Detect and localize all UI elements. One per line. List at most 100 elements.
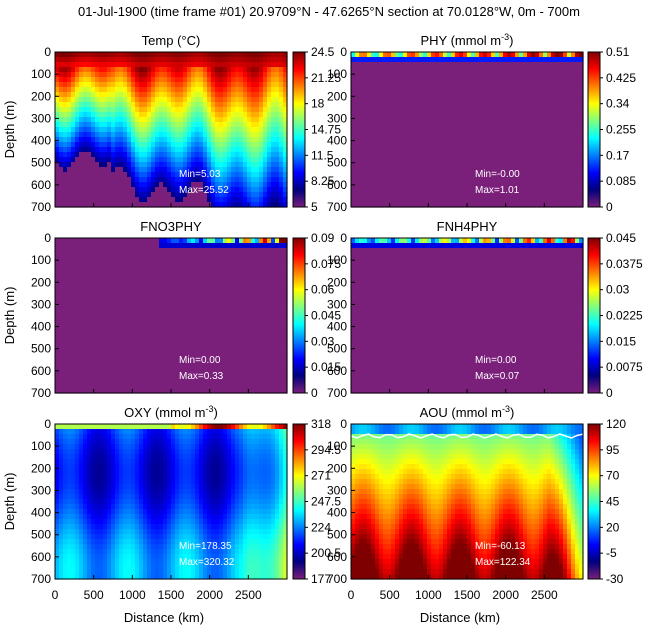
heatmap-cell	[355, 202, 360, 208]
heatmap-cell	[171, 127, 176, 133]
heatmap-cell	[91, 177, 96, 183]
heatmap-cell	[563, 177, 568, 183]
heatmap-cell	[563, 87, 568, 93]
heatmap-cell	[207, 97, 212, 103]
heatmap-cell	[79, 373, 84, 379]
heatmap-cell	[395, 192, 400, 198]
heatmap-cell	[351, 147, 356, 153]
heatmap-cell	[511, 197, 516, 203]
heatmap-cell	[99, 363, 104, 369]
heatmap-cell	[99, 167, 104, 173]
heatmap-cell	[75, 333, 80, 339]
heatmap-cell	[199, 243, 204, 249]
heatmap-cell	[123, 253, 128, 259]
heatmap-cell	[75, 253, 80, 259]
heatmap-cell	[443, 102, 448, 108]
heatmap-cell	[107, 62, 112, 68]
heatmap-cell	[235, 77, 240, 83]
heatmap-cell	[87, 182, 92, 188]
heatmap-cell	[183, 127, 188, 133]
heatmap-cell	[211, 182, 216, 188]
heatmap-cell	[275, 92, 280, 98]
heatmap-cell	[355, 172, 360, 178]
heatmap-cell	[283, 132, 288, 138]
heatmap-cell	[559, 202, 564, 208]
heatmap-cell	[223, 273, 228, 279]
heatmap-cell	[235, 102, 240, 108]
heatmap-cell	[399, 192, 404, 198]
heatmap-cell	[83, 318, 88, 324]
heatmap-cell	[167, 137, 172, 143]
heatmap-cell	[147, 117, 152, 123]
heatmap-cell	[135, 172, 140, 178]
heatmap-cell	[475, 67, 480, 73]
heatmap-cell	[139, 77, 144, 83]
heatmap-cell	[127, 87, 132, 93]
heatmap-cell	[263, 187, 268, 193]
heatmap-cell	[159, 373, 164, 379]
heatmap-cell	[163, 248, 168, 254]
heatmap-cell	[415, 67, 420, 73]
heatmap-cell	[115, 253, 120, 259]
heatmap-cell	[219, 122, 224, 128]
heatmap-cell	[451, 147, 456, 153]
heatmap-cell	[471, 87, 476, 93]
heatmap-cell	[439, 152, 444, 158]
heatmap-cell	[211, 288, 216, 294]
heatmap-cell	[155, 298, 160, 304]
heatmap-cell	[135, 238, 140, 244]
heatmap-cell	[427, 177, 432, 183]
heatmap-cell	[143, 318, 148, 324]
heatmap-cell	[435, 157, 440, 163]
heatmap-cell	[227, 142, 232, 148]
heatmap-cell	[59, 162, 64, 168]
heatmap-cell	[191, 338, 196, 344]
heatmap-cell	[155, 112, 160, 118]
heatmap-cell	[251, 67, 256, 73]
heatmap-cell	[275, 127, 280, 133]
heatmap-cell	[375, 122, 380, 128]
heatmap-cell	[67, 378, 72, 384]
heatmap-cell	[519, 87, 524, 93]
heatmap-cell	[243, 152, 248, 158]
heatmap-cell	[87, 97, 92, 103]
heatmap-cell	[403, 202, 408, 208]
heatmap-cell	[171, 167, 176, 173]
heatmap-cell	[119, 202, 124, 208]
heatmap-cell	[227, 187, 232, 193]
heatmap-cell	[411, 192, 416, 198]
heatmap-cell	[423, 62, 428, 68]
heatmap-cell	[99, 243, 104, 249]
heatmap-cell	[159, 358, 164, 364]
heatmap-cell	[63, 57, 68, 63]
heatmap-cell	[215, 52, 220, 58]
heatmap-cell	[135, 72, 140, 78]
heatmap-cell	[91, 353, 96, 359]
heatmap-cell	[143, 57, 148, 63]
heatmap-cell	[183, 248, 188, 254]
heatmap-cell	[175, 333, 180, 339]
heatmap-cell	[391, 147, 396, 153]
heatmap-cell	[135, 102, 140, 108]
heatmap-cell	[231, 177, 236, 183]
heatmap-cell	[75, 328, 80, 334]
heatmap-cell	[67, 77, 72, 83]
heatmap-cell	[515, 192, 520, 198]
heatmap-cell	[107, 308, 112, 314]
heatmap-cell	[555, 147, 560, 153]
heatmap-cell	[455, 82, 460, 88]
heatmap-cell	[131, 72, 136, 78]
heatmap-cell	[491, 162, 496, 168]
heatmap-cell	[219, 323, 224, 329]
heatmap-cell	[463, 182, 468, 188]
heatmap-cell	[103, 348, 108, 354]
heatmap-cell	[419, 152, 424, 158]
heatmap-cell	[175, 187, 180, 193]
heatmap-cell	[367, 102, 372, 108]
heatmap-cell	[143, 167, 148, 173]
heatmap-cell	[411, 197, 416, 203]
heatmap-cell	[119, 293, 124, 299]
heatmap-cell	[75, 82, 80, 88]
heatmap-cell	[571, 142, 576, 148]
heatmap-cell	[223, 192, 228, 198]
